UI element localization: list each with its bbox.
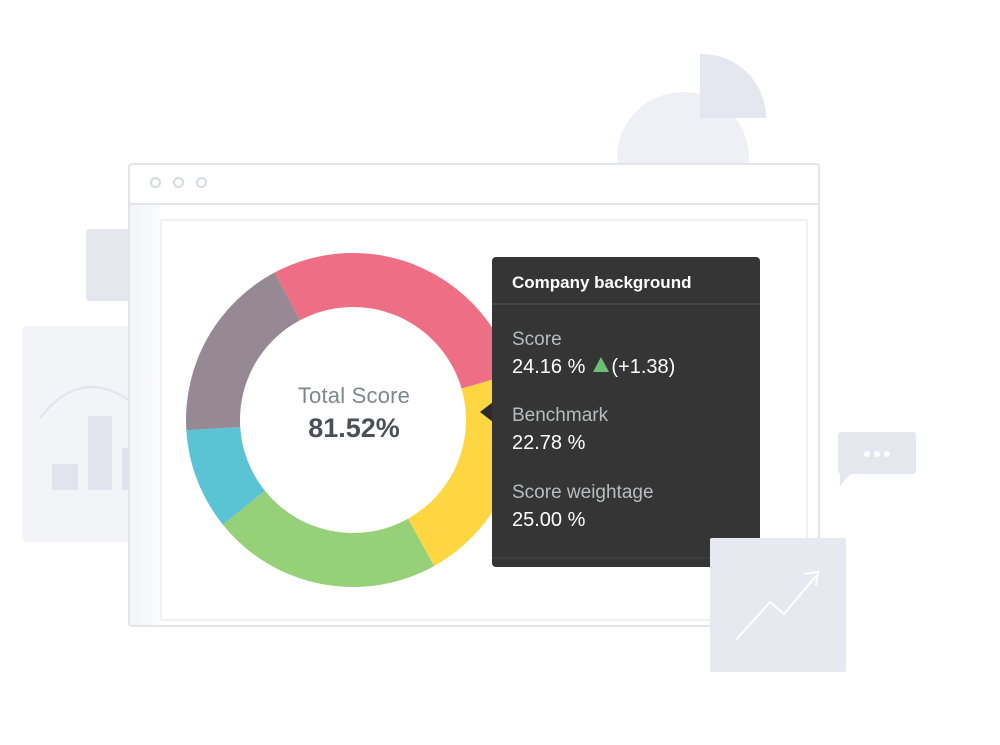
weightage-label: Score weightage (512, 482, 654, 503)
weightage-value: 25.00 % (512, 509, 586, 531)
donut-center: Total Score 81.52% (234, 383, 474, 444)
bar-chart-illustration (22, 326, 142, 542)
segment-tooltip: Company background Score 24.16 % (+1.38) … (492, 257, 760, 567)
donut-segment-1[interactable] (274, 253, 514, 389)
trend-card (710, 538, 846, 672)
donut-segment-3[interactable] (222, 490, 435, 587)
benchmark-label: Benchmark (512, 405, 609, 426)
window-dot-icon (196, 177, 207, 188)
bar-chart-icon (39, 385, 135, 490)
window-sidebar (130, 205, 160, 625)
tooltip-pointer (480, 402, 493, 422)
donut-segment-4[interactable] (186, 426, 265, 525)
tooltip-title: Company background (512, 273, 692, 292)
window-dot-icon (173, 177, 184, 188)
score-change: (+1.38) (611, 356, 676, 378)
total-score-label: Total Score (297, 383, 411, 408)
tooltip-divider (492, 303, 760, 305)
trend-up-arrow-icon (735, 570, 820, 641)
benchmark-value: 22.78 % (512, 432, 586, 454)
chat-bubble-small-icon (838, 432, 916, 486)
window-dot-icon (150, 177, 161, 188)
trend-up-icon (593, 357, 610, 372)
pie-chart-illustration-icon (617, 53, 766, 170)
total-score-donut-chart[interactable] (186, 253, 520, 587)
score-label: Score (512, 329, 562, 350)
total-score-value: 81.52% (308, 413, 400, 443)
donut-segment-5[interactable] (186, 272, 300, 431)
score-row: 24.16 % (+1.38) (512, 356, 675, 379)
tooltip-footer-line (492, 557, 760, 559)
window-titlebar (130, 165, 818, 205)
score-value: 24.16 % (512, 356, 586, 378)
